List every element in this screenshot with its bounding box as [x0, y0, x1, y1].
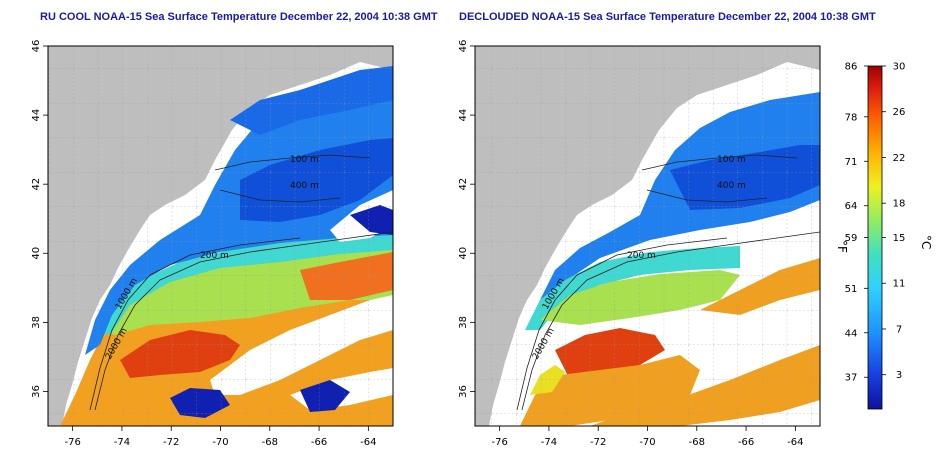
- left-panel-title: RU COOL NOAA-15 Sea Surface Temperature …: [40, 11, 438, 23]
- right-lon-tick-label: -68: [689, 437, 705, 448]
- left-lat-tick-label: 44: [31, 109, 42, 122]
- fahrenheit-tick-label: 64: [845, 201, 858, 212]
- left-lat-tick-label: 38: [31, 316, 42, 329]
- left-lat-tick-label: 40: [31, 247, 42, 260]
- left-lat-tick-label: 36: [31, 385, 42, 398]
- celsius-tick-label: 11: [893, 279, 906, 290]
- left-lon-tick-label: -66: [311, 437, 327, 448]
- fahrenheit-unit-label: °F: [835, 240, 849, 253]
- left-isobath-400-label: 400 m: [290, 181, 319, 191]
- left-lat-tick-label: 46: [31, 40, 42, 53]
- left-isobaths: [89, 154, 393, 411]
- celsius-tick-label: 18: [893, 199, 906, 210]
- left-lon-tick-label: -64: [360, 437, 376, 448]
- fahrenheit-tick-label: 71: [845, 157, 858, 168]
- celsius-tick-label: 22: [893, 153, 906, 164]
- right-lon-tick-label: -66: [738, 437, 754, 448]
- left-lon-tick-label: -70: [212, 437, 228, 448]
- left-lon-tick-label: -74: [114, 437, 130, 448]
- right-lat-tick-label: 46: [458, 40, 469, 53]
- celsius-unit-label: °C: [919, 235, 933, 249]
- left-lat-tick-label: 42: [31, 178, 42, 191]
- right-isobaths: [516, 154, 820, 411]
- left-lon-tick-label: -68: [262, 437, 278, 448]
- fahrenheit-tick-label: 59: [845, 233, 858, 244]
- celsius-tick-label: 26: [893, 107, 906, 118]
- right-lon-tick-label: -76: [491, 437, 507, 448]
- left-axes: -76 -74 -72 -70 -68 -66 -64 36 38 40 42 44 46: [31, 40, 377, 448]
- right-isobath-100-label: 100 m: [717, 155, 746, 165]
- right-lon-tick-label: -72: [590, 437, 606, 448]
- right-isobath-200-label: 200 m: [627, 251, 656, 261]
- celsius-tick-label: 3: [896, 370, 902, 381]
- fahrenheit-tick-label: 44: [845, 328, 858, 339]
- right-lat-tick-label: 40: [458, 247, 469, 260]
- left-lon-tick-label: -72: [163, 437, 179, 448]
- fahrenheit-tick-label: 78: [845, 112, 858, 123]
- celsius-tick-label: 15: [893, 233, 906, 244]
- right-lat-tick-label: 38: [458, 316, 469, 329]
- right-axes: -76 -74 -72 -70 -68 -66 -64 36 38 40 42 44 46: [458, 40, 804, 448]
- right-lat-tick-label: 42: [458, 178, 469, 191]
- right-lon-tick-label: -74: [541, 437, 557, 448]
- celsius-tick-label: 7: [896, 324, 902, 335]
- colorbar: 30 26 22 18 15 11 7 3 86 78 71 64 59 51 44 37 °F °C: [835, 62, 933, 410]
- colorbar-gradient: [867, 65, 883, 410]
- right-panel-title: DECLOUDED NOAA-15 Sea Surface Temperatur…: [459, 11, 876, 23]
- right-lat-tick-label: 44: [458, 109, 469, 122]
- fahrenheit-tick-label: 86: [845, 62, 858, 73]
- right-sst-map: 100 m 400 m 200 m 1000 m 2000 m -76 -74 -7…: [458, 40, 821, 448]
- right-lon-tick-label: -64: [787, 437, 803, 448]
- left-isobath-200-label: 200 m: [200, 251, 229, 261]
- left-sst-map: 100 m 400 m 200 m 1000 m 2000 m -76 -74 -7…: [31, 40, 394, 448]
- left-isobath-100-label: 100 m: [290, 155, 319, 165]
- right-isobath-400-label: 400 m: [717, 181, 746, 191]
- fahrenheit-tick-label: 51: [845, 284, 858, 295]
- left-lon-tick-label: -76: [64, 437, 80, 448]
- fahrenheit-tick-label: 37: [845, 373, 858, 384]
- celsius-tick-label: 30: [893, 62, 906, 73]
- right-lon-tick-label: -70: [639, 437, 655, 448]
- right-lat-tick-label: 36: [458, 385, 469, 398]
